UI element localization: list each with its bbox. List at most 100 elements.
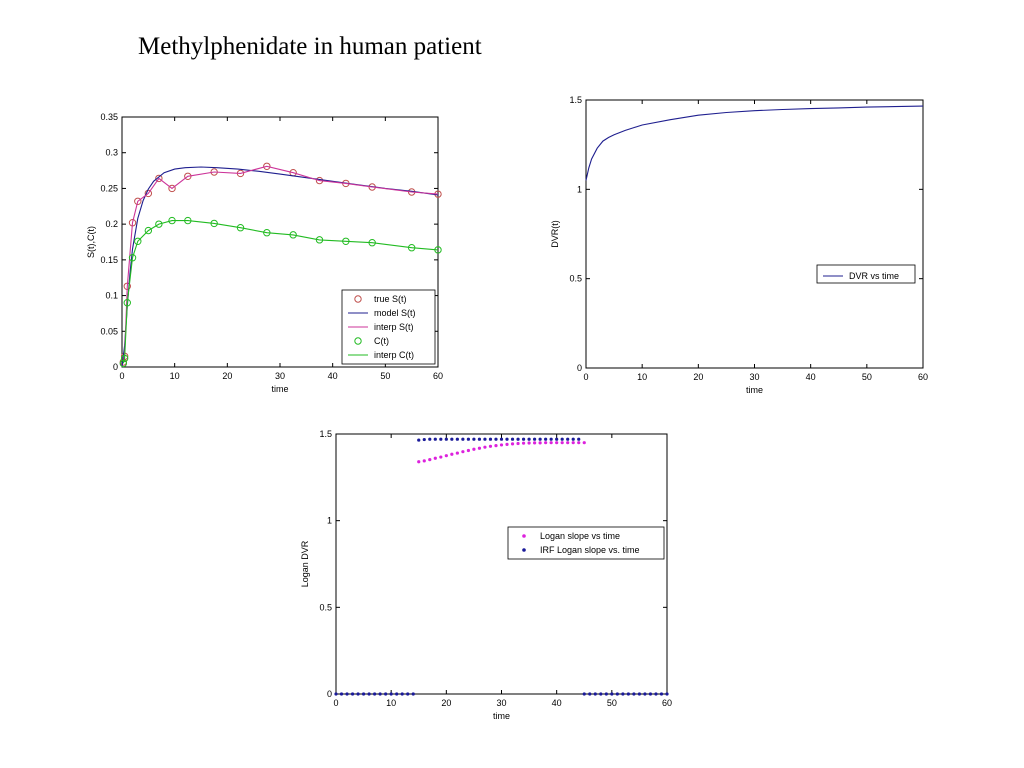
series-interp-c-t- [122, 220, 439, 364]
data-point [582, 692, 586, 696]
data-point [632, 692, 636, 696]
x-tick-label: 20 [441, 698, 451, 708]
data-point [654, 692, 658, 696]
data-point [400, 692, 404, 696]
legend-label: interp C(t) [374, 350, 414, 360]
data-point [494, 437, 498, 441]
legend: Logan slope vs time IRF Logan slope vs. t… [507, 526, 665, 560]
y-tick-label: 0.1 [105, 291, 118, 301]
data-point [566, 437, 570, 441]
y-tick-label: 1.5 [319, 429, 332, 439]
data-point [406, 692, 410, 696]
x-tick-label: 50 [862, 372, 872, 382]
data-point [549, 437, 553, 441]
data-point [499, 443, 504, 447]
x-tick-label: 10 [170, 371, 180, 381]
x-tick-label: 40 [806, 372, 816, 382]
x-tick-label: 0 [119, 371, 124, 381]
legend-label: C(t) [374, 336, 389, 346]
x-tick-label: 50 [380, 371, 390, 381]
data-point [422, 459, 426, 463]
y-axis-label: DVR(t) [550, 220, 560, 248]
data-point [643, 692, 647, 696]
data-point [134, 237, 142, 245]
data-point [134, 197, 142, 205]
legend-label: interp S(t) [374, 322, 414, 332]
series-logan-slope-vs-time [417, 441, 586, 464]
y-tick-label: 0.15 [100, 255, 118, 265]
x-axis-label: time [493, 711, 510, 721]
data-point [577, 437, 581, 441]
data-point [389, 692, 393, 696]
legend-label: Logan slope vs time [540, 531, 620, 541]
data-point [555, 437, 559, 441]
data-point [538, 441, 542, 445]
data-point [455, 437, 459, 441]
x-tick-label: 0 [333, 698, 338, 708]
series-dvr-vs-time [585, 105, 924, 181]
data-point [560, 441, 564, 445]
legend-box [507, 526, 665, 560]
data-point [521, 441, 526, 445]
data-point [488, 444, 493, 448]
series-line [122, 220, 439, 364]
data-point [549, 441, 553, 445]
y-axis-label: S(t),C(t) [86, 226, 96, 258]
data-point [477, 437, 482, 441]
data-point [339, 692, 344, 696]
x-tick-label: 10 [386, 698, 396, 708]
x-axis-label: time [271, 384, 288, 394]
x-tick-label: 50 [607, 698, 617, 708]
series-irf-logan-slope-vs-time [334, 437, 669, 696]
data-point [599, 692, 603, 696]
data-point [455, 451, 459, 455]
x-tick-label: 60 [433, 371, 443, 381]
data-point [505, 442, 509, 446]
data-point [571, 437, 575, 441]
legend-swatch [354, 337, 362, 345]
data-point [499, 437, 504, 441]
data-point [516, 441, 520, 446]
data-point [610, 692, 614, 696]
x-tick-label: 60 [662, 698, 672, 708]
legend-swatch [522, 548, 526, 552]
data-point [577, 441, 581, 445]
series-interp-s-t- [122, 165, 439, 363]
data-point [665, 692, 669, 696]
y-tick-label: 0.35 [100, 112, 118, 122]
x-tick-label: 20 [222, 371, 232, 381]
data-point [516, 437, 520, 441]
data-point [505, 437, 509, 441]
legend-label: DVR vs time [849, 271, 899, 281]
x-tick-label: 30 [275, 371, 285, 381]
y-tick-label: 0 [577, 363, 582, 373]
data-point [510, 437, 515, 441]
data-point [538, 437, 542, 441]
y-tick-label: 1 [577, 184, 582, 194]
data-point [361, 692, 366, 696]
data-point [422, 437, 426, 442]
data-point [593, 692, 597, 696]
data-point [527, 441, 531, 445]
data-point [483, 445, 487, 449]
data-point [439, 437, 443, 441]
x-tick-label: 20 [693, 372, 703, 382]
data-point [466, 448, 470, 453]
data-point [334, 692, 338, 696]
data-point [450, 452, 454, 456]
data-point [450, 437, 454, 441]
series-line [585, 105, 924, 181]
data-point [637, 692, 642, 696]
data-point [378, 692, 382, 696]
data-point [527, 437, 531, 441]
data-point [263, 162, 271, 170]
series-line [122, 165, 439, 363]
data-point [367, 692, 371, 696]
x-axis-label: time [746, 385, 763, 395]
legend-swatch [522, 534, 526, 538]
data-point [356, 692, 360, 696]
y-tick-label: 0 [327, 689, 332, 699]
y-tick-label: 1 [327, 516, 332, 526]
data-point [488, 437, 493, 441]
data-point [604, 692, 608, 696]
